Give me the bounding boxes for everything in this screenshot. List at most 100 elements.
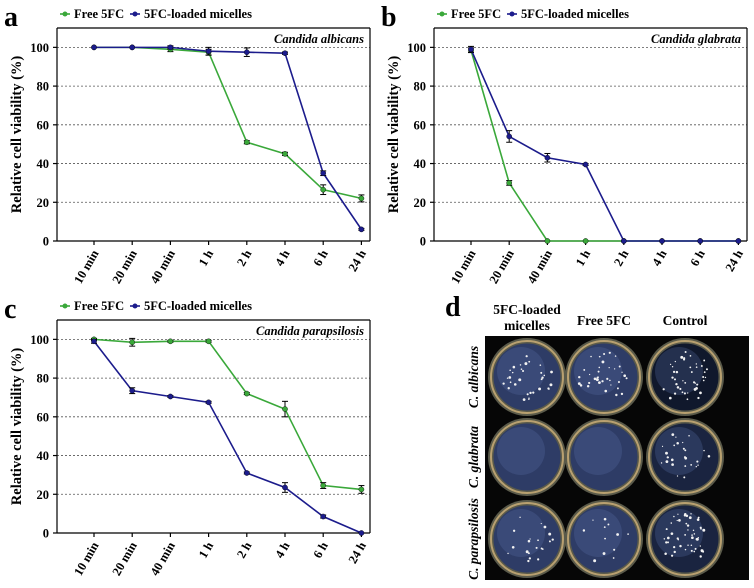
colony [603,517,607,521]
colony [684,449,687,452]
colony [677,513,679,515]
x-tick-label: 20 min [486,247,516,286]
data-point [167,44,174,51]
colony [671,463,674,466]
data-point [544,154,551,161]
row-labels: C. albicans C. glabrata C. parapsilosis [466,346,481,580]
x-tick-label: 1 h [573,247,593,268]
colony [683,357,686,360]
dish-glare [497,509,545,557]
dish-edge [490,420,564,494]
legend-marker-1 [132,303,138,309]
colony [524,362,528,366]
colony [682,380,684,382]
colony [687,544,689,546]
colony [528,557,532,560]
x-tick-label: 40 min [148,539,178,578]
data-point [205,399,212,406]
colony [688,516,692,520]
colony [671,376,674,379]
colony [548,388,550,390]
colony [686,398,689,401]
dish-agar [651,505,719,573]
row-label: C. parapsilosis [466,498,481,580]
colony [693,533,696,535]
data-point [243,49,250,56]
row-label: C. albicans [466,346,481,408]
colony [665,541,668,544]
colony [592,519,594,521]
colony [673,392,677,395]
colony [603,526,606,529]
dish-glare [574,427,622,475]
colony [682,447,685,450]
legend-label-0: Free 5FC [74,299,124,313]
y-tick-label: 80 [37,372,50,386]
data-point [320,170,327,177]
data-point [735,238,742,244]
colony [589,373,591,376]
legend: Free 5FC 5FC-loaded micelles [60,299,252,313]
dish-agar [493,423,561,491]
colony [532,391,535,394]
colony [674,360,677,363]
data-point [129,44,135,51]
colony [693,381,696,384]
colony [697,396,700,400]
colony [695,537,699,541]
colony [519,516,521,518]
legend-label-0: Free 5FC [451,7,501,21]
colony [695,366,698,368]
colony [507,387,510,390]
colony [663,538,666,540]
legend-marker-0 [62,303,68,309]
panel-b: b 0 20 40 60 80 100 Relative cell viability (%)… [377,0,754,292]
colony [579,384,583,387]
colony [694,547,697,550]
colony [684,465,687,467]
colony [528,398,530,401]
colony [703,449,705,452]
colony [689,366,692,369]
colony [664,552,667,555]
data-point [243,390,250,397]
colony [662,388,665,391]
data-point [320,482,327,489]
colony [606,377,609,380]
petri-dish [488,338,566,416]
colony [527,539,531,543]
petri-dish-photo: d 5FC-loaded micelles Free 5FC Control C… [445,292,749,580]
colony [522,398,526,401]
petri-dish [646,500,724,578]
data-point [582,238,589,244]
data-point [243,470,250,476]
species-label: Candida parapsilosis [256,324,364,338]
colony [540,371,543,374]
colony [541,376,544,379]
colony [668,396,672,400]
colony [676,442,679,445]
colony [508,376,512,379]
dish-glare [655,347,703,395]
x-tick-label: 2 h [234,539,254,560]
colony [670,522,673,524]
legend-label-1: 5FC-loaded micelles [144,7,252,21]
colony [620,392,624,396]
colony [697,516,700,519]
colony [679,544,682,548]
column-header-0b: micelles [504,318,550,333]
colony [695,363,698,365]
dish-agar [570,505,638,573]
series-free-5fc [468,47,742,244]
colony [691,534,693,536]
colony [667,541,669,544]
data-point [358,195,365,202]
colony [604,389,608,393]
y-tick-label: 100 [30,333,49,347]
colony [696,518,700,522]
x-tick-label: 4 h [272,247,292,268]
colony [521,369,525,373]
colony [685,522,688,525]
colony [671,433,675,437]
colony [696,460,699,463]
